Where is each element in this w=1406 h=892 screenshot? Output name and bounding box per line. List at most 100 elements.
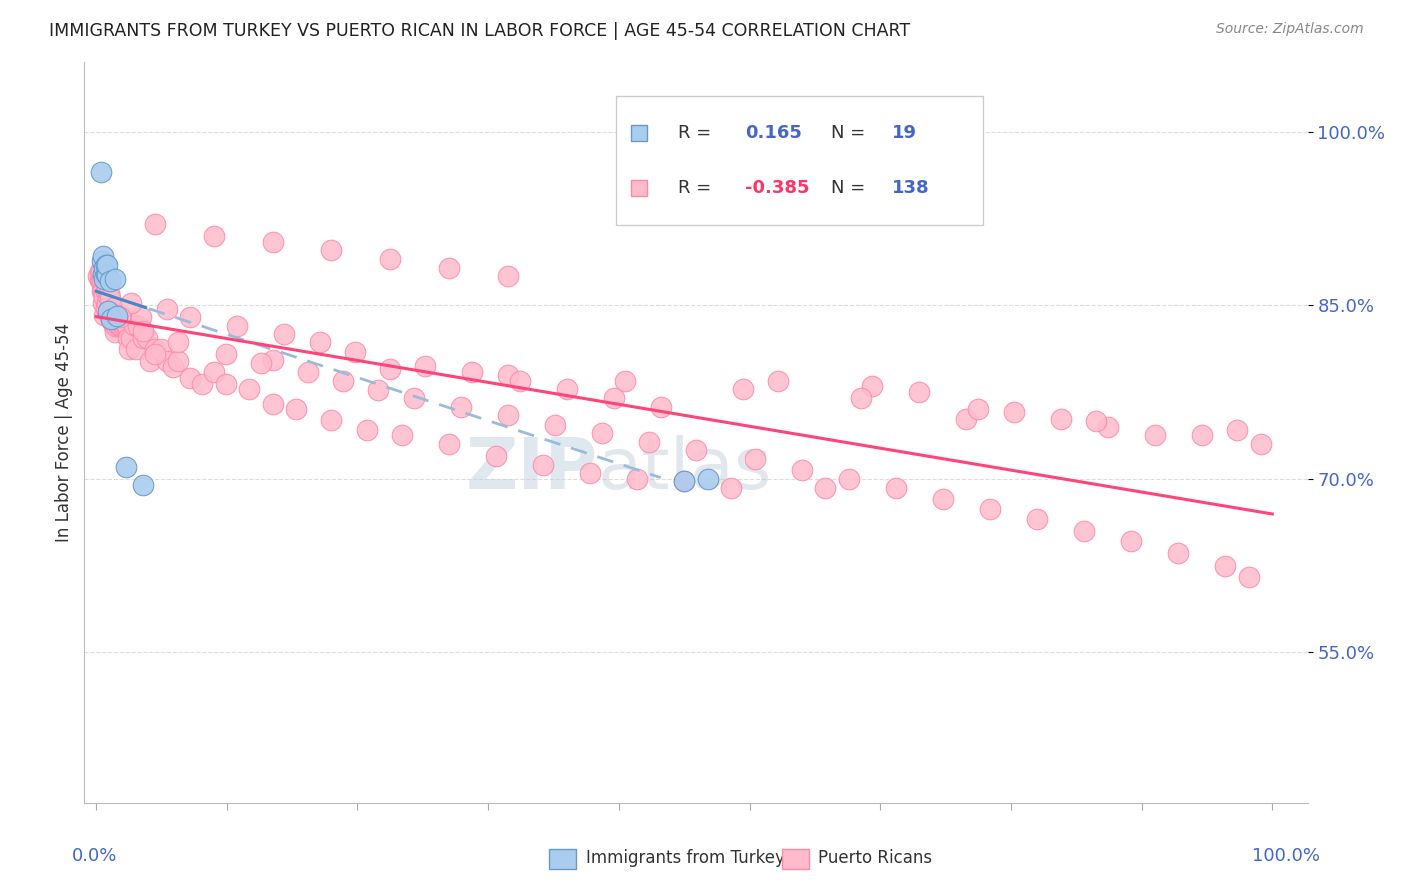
Point bbox=[226, 319, 249, 334]
Point bbox=[673, 474, 696, 488]
Point bbox=[156, 354, 179, 368]
Point bbox=[238, 382, 260, 396]
Point bbox=[90, 165, 112, 179]
Point bbox=[100, 312, 122, 326]
Point bbox=[496, 409, 519, 423]
Point bbox=[579, 466, 602, 480]
Point bbox=[105, 309, 128, 323]
FancyBboxPatch shape bbox=[631, 180, 647, 196]
Point bbox=[591, 425, 613, 440]
Point bbox=[143, 218, 166, 232]
Point bbox=[94, 258, 117, 272]
Point bbox=[132, 324, 155, 338]
Point bbox=[626, 472, 648, 486]
Text: IMMIGRANTS FROM TURKEY VS PUERTO RICAN IN LABOR FORCE | AGE 45-54 CORRELATION CH: IMMIGRANTS FROM TURKEY VS PUERTO RICAN I… bbox=[49, 22, 910, 40]
Point bbox=[89, 263, 111, 277]
Point bbox=[91, 285, 114, 299]
Point bbox=[98, 308, 121, 322]
Point bbox=[104, 272, 127, 286]
Point bbox=[104, 325, 127, 339]
Point bbox=[98, 301, 121, 316]
Text: 0.0%: 0.0% bbox=[72, 847, 118, 865]
Point bbox=[94, 267, 117, 281]
Point bbox=[191, 377, 214, 392]
Text: Immigrants from Turkey: Immigrants from Turkey bbox=[586, 849, 785, 867]
Point bbox=[321, 413, 343, 427]
Point bbox=[90, 265, 112, 279]
Point bbox=[94, 285, 117, 299]
Point bbox=[93, 273, 115, 287]
Point bbox=[214, 377, 236, 392]
Point bbox=[96, 296, 118, 310]
Point bbox=[485, 449, 508, 463]
Point bbox=[93, 272, 115, 286]
Point bbox=[91, 267, 114, 281]
Text: -0.385: -0.385 bbox=[745, 179, 810, 197]
Point bbox=[93, 290, 115, 304]
Point bbox=[167, 354, 190, 368]
Point bbox=[367, 383, 389, 397]
Point bbox=[120, 331, 142, 345]
Point bbox=[93, 308, 115, 322]
Point bbox=[1237, 570, 1260, 584]
Text: 0.165: 0.165 bbox=[745, 124, 801, 142]
Point bbox=[97, 304, 120, 318]
Point bbox=[135, 331, 157, 345]
FancyBboxPatch shape bbox=[782, 848, 808, 870]
Point bbox=[1191, 428, 1213, 442]
Point bbox=[602, 391, 624, 405]
Point bbox=[496, 368, 519, 382]
Point bbox=[114, 318, 136, 332]
Point bbox=[496, 269, 519, 284]
Point bbox=[179, 310, 201, 324]
Text: Puerto Ricans: Puerto Ricans bbox=[818, 849, 932, 867]
Point bbox=[1121, 534, 1143, 549]
Point bbox=[132, 477, 155, 491]
Text: R =: R = bbox=[678, 124, 717, 142]
Point bbox=[179, 371, 201, 385]
Point bbox=[967, 402, 990, 417]
Point bbox=[105, 308, 128, 322]
Point bbox=[297, 366, 319, 380]
Text: N =: N = bbox=[831, 124, 870, 142]
Y-axis label: In Labor Force | Age 45-54: In Labor Force | Age 45-54 bbox=[55, 323, 73, 542]
Point bbox=[262, 397, 284, 411]
Point bbox=[955, 411, 977, 425]
Point bbox=[108, 310, 131, 324]
Point bbox=[849, 391, 872, 405]
Point bbox=[202, 229, 225, 244]
Point bbox=[979, 502, 1001, 516]
Point bbox=[437, 261, 460, 276]
Point bbox=[87, 269, 110, 284]
Text: 100.0%: 100.0% bbox=[1251, 847, 1320, 865]
Point bbox=[110, 319, 132, 334]
Point bbox=[98, 292, 121, 306]
Point bbox=[380, 252, 402, 266]
Point bbox=[262, 235, 284, 249]
Point bbox=[202, 366, 225, 380]
Point bbox=[1250, 437, 1272, 451]
Point bbox=[1213, 558, 1236, 573]
Point bbox=[93, 261, 115, 276]
Point bbox=[103, 319, 125, 334]
Point bbox=[132, 331, 155, 345]
Point bbox=[790, 462, 813, 476]
Point bbox=[1073, 524, 1095, 538]
Point bbox=[127, 319, 149, 334]
Point bbox=[100, 313, 122, 327]
Point bbox=[91, 285, 114, 299]
Point bbox=[118, 343, 141, 357]
Point bbox=[97, 289, 120, 303]
Point bbox=[91, 296, 114, 310]
Point bbox=[685, 442, 707, 457]
Point bbox=[285, 402, 308, 417]
Point bbox=[117, 331, 139, 345]
Point bbox=[1026, 512, 1049, 526]
Point bbox=[308, 335, 330, 350]
Point bbox=[614, 374, 637, 388]
Point bbox=[112, 319, 135, 334]
Point bbox=[696, 472, 718, 486]
Point bbox=[555, 382, 578, 396]
Point bbox=[94, 301, 117, 315]
Point bbox=[437, 437, 460, 451]
